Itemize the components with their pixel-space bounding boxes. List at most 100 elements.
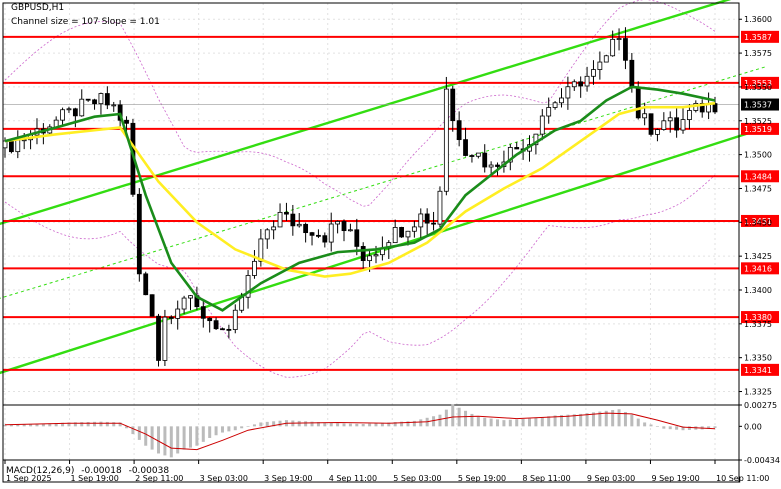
candle-body xyxy=(450,88,456,122)
candle-body xyxy=(322,235,328,243)
x-tick-label: 2 Sep 11:00 xyxy=(135,474,183,483)
macd-hist-bar xyxy=(489,418,493,427)
x-tick-label: 5 Sep 03:00 xyxy=(393,474,441,483)
macd-hist-bar xyxy=(259,422,263,427)
macd-hist-bar xyxy=(278,420,282,427)
macd-hist-bar xyxy=(521,418,525,427)
x-tick-label: 8 Sep 11:00 xyxy=(522,474,570,483)
macd-header: MACD(12,26,9) -0.00018 -0.00038 xyxy=(6,466,173,476)
candle-body xyxy=(629,59,635,88)
candle-body xyxy=(539,115,545,135)
macd-hist-bar xyxy=(9,424,13,427)
macd-hist-bar xyxy=(61,422,65,427)
y-tick-label: 1.3575 xyxy=(744,49,772,58)
candle-body xyxy=(162,316,168,361)
macd-hist-bar xyxy=(16,424,20,427)
macd-hist-bar xyxy=(668,426,672,430)
y-tick-label: 1.3550 xyxy=(744,83,772,92)
macd-hist-bar xyxy=(169,426,173,458)
x-tick-label: 1 Sep 19:00 xyxy=(71,474,119,483)
macd-hist-bar xyxy=(93,421,97,427)
current-price-label: 1.3537 xyxy=(744,101,772,110)
macd-hist-bar xyxy=(105,421,109,427)
x-tick-label: 5 Sep 19:00 xyxy=(458,474,506,483)
candle-body xyxy=(571,81,577,88)
candle-body xyxy=(674,117,680,131)
candle-body xyxy=(680,119,686,131)
macd-hist-bar xyxy=(208,426,212,438)
x-tick-label: 1 Sep 2025 xyxy=(6,474,52,483)
candle-body xyxy=(495,164,500,167)
x-tick-label: 9 Sep 03:00 xyxy=(587,474,635,483)
candle-body xyxy=(104,93,110,106)
candle-body xyxy=(207,317,213,322)
candle-body xyxy=(488,164,494,168)
candle-body xyxy=(66,108,72,111)
macd-hist-bar xyxy=(496,419,500,427)
macd-hist-bar xyxy=(316,422,320,427)
macd-hist-bar xyxy=(336,423,340,427)
macd-hist-bar xyxy=(240,426,244,429)
y-tick-label: 1.3400 xyxy=(744,286,772,295)
candle-body xyxy=(642,113,648,119)
candle-body xyxy=(328,223,334,243)
macd-hist-bar xyxy=(355,423,359,427)
macd-hist-bar xyxy=(272,421,276,427)
candle-body xyxy=(303,223,309,234)
candle-body xyxy=(143,273,149,296)
macd-hist-bar xyxy=(374,423,378,427)
macd-hist-bar xyxy=(41,423,45,427)
x-tick-label: 3 Sep 19:00 xyxy=(264,474,312,483)
y-tick-label: 1.3600 xyxy=(744,15,772,24)
candle-body xyxy=(552,102,558,108)
candle-body xyxy=(284,211,289,215)
candle-body xyxy=(482,152,488,168)
y-tick-label: 1.3475 xyxy=(744,184,772,193)
candle-body xyxy=(149,294,155,317)
bollinger-upper-band xyxy=(4,0,716,207)
candle-body xyxy=(597,61,603,70)
candle-body xyxy=(565,86,571,99)
macd-hist-bar xyxy=(630,414,634,427)
channel-info-label: Channel size = 107 Slope = 1.01 xyxy=(11,17,160,27)
channel-upper-line xyxy=(0,0,732,226)
x-tick-label: 10 Sep 11:00 xyxy=(716,474,769,483)
candle-body xyxy=(411,226,417,232)
macd-hist-bar xyxy=(476,417,480,427)
candle-body xyxy=(111,104,117,107)
macd-hist-bar xyxy=(304,421,308,427)
candle-body xyxy=(648,113,654,135)
candle-body xyxy=(354,229,360,247)
macd-hist-bar xyxy=(35,424,39,427)
macd-y-tick-label: -0.00434 xyxy=(744,456,780,465)
macd-hist-bar xyxy=(502,420,506,427)
candle-body xyxy=(443,88,449,192)
level-badge xyxy=(741,76,779,89)
candle-body xyxy=(712,103,718,113)
level-badge-label: 1.3380 xyxy=(744,313,772,322)
candle-body xyxy=(335,221,341,225)
candle-body xyxy=(661,120,667,130)
y-tick-label: 1.3325 xyxy=(744,388,772,397)
macd-hist-bar xyxy=(348,423,352,427)
candle-body xyxy=(79,98,85,117)
candle-body xyxy=(277,211,283,228)
macd-hist-bar xyxy=(438,414,442,427)
macd-hist-bar xyxy=(483,417,487,427)
candle-body xyxy=(220,328,225,331)
candle-body xyxy=(559,97,564,104)
macd-hist-bar xyxy=(636,418,640,427)
candle-body xyxy=(623,38,628,61)
macd-hist-bar xyxy=(547,416,551,427)
level-badge-label: 1.3519 xyxy=(744,125,772,134)
macd-hist-bar xyxy=(707,426,711,429)
candle-body xyxy=(15,139,21,153)
level-badge-label: 1.3341 xyxy=(744,366,772,375)
macd-value-signal: -0.00038 xyxy=(128,466,170,476)
macd-hist-bar xyxy=(233,426,237,431)
candle-body xyxy=(258,238,264,262)
candle-body xyxy=(156,315,161,361)
current-price-badge xyxy=(741,98,779,111)
macd-hist-bar xyxy=(598,411,602,427)
